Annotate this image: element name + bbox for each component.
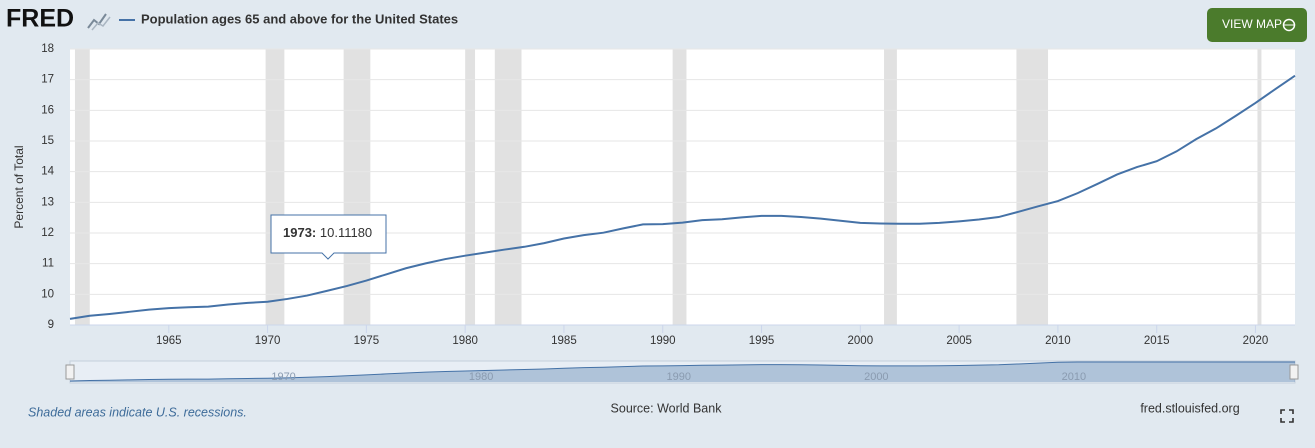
navigator-tick-label: 2000 [864,371,888,383]
y-tick-label: 9 [48,319,54,331]
recession-band [343,49,371,325]
y-tick-label: 10 [41,288,54,300]
logo-icon [87,13,107,29]
x-tick-label: 2010 [1045,335,1071,347]
recession-note: Shaded areas indicate U.S. recessions. [28,405,247,419]
y-tick-label: 12 [41,227,54,239]
recession-band [1257,49,1262,325]
navigator-tick-label: 2010 [1062,371,1086,383]
x-tick-label: 2020 [1243,335,1269,347]
recession-band [494,49,522,325]
x-tick-label: 1985 [551,335,577,347]
y-tick-label: 15 [41,135,54,147]
x-tick-label: 1970 [255,335,281,347]
tooltip-text: 1973: 10.11180 [283,225,372,240]
y-axis-label: Percent of Total [12,145,26,228]
y-tick-label: 14 [41,166,54,178]
y-tick-label: 16 [41,104,54,116]
x-tick-label: 1965 [156,335,182,347]
x-tick-label: 2005 [946,335,972,347]
recession-band [884,49,897,325]
source: Source: World Bank [611,401,723,415]
recession-band [74,49,90,325]
x-tick-label: 1995 [749,335,775,347]
y-tick-label: 18 [41,43,54,55]
view-map-button[interactable] [1207,8,1307,42]
recession-band [465,49,476,325]
series-line [69,74,1296,320]
recession-band [1016,49,1049,325]
tooltip-value: 10.11180 [320,225,372,240]
tooltip: 1973: 10.11180 [270,214,387,260]
y-tick-label: 11 [42,258,54,270]
x-tick-label: 2000 [848,335,874,347]
logo-icon [91,16,111,31]
navigator-handle[interactable] [65,364,75,380]
navigator-tick-label: 1970 [271,371,295,383]
x-tick-label: 1980 [452,335,478,347]
navigator-tick-label: 1990 [666,371,690,383]
site: fred.stlouisfed.org [1140,401,1239,415]
tooltip-date: 1973: [283,225,316,240]
navigator-tick-label: 1980 [469,371,493,383]
legend-label: Population ages 65 and above for the Uni… [141,11,458,26]
recession-band [265,49,285,325]
x-tick-label: 1990 [650,335,676,347]
navigator-handle[interactable] [1289,364,1299,380]
fullscreen-icon[interactable] [1280,409,1294,423]
x-tick-label: 1975 [354,335,380,347]
navigator-line [69,361,1295,382]
navigator-area [70,362,1295,382]
y-tick-label: 17 [41,74,54,86]
y-tick-label: 13 [41,196,54,208]
x-tick-label: 2015 [1144,335,1170,347]
logo: FRED [6,5,74,33]
view-map-label[interactable]: VIEW MAP [1222,17,1282,31]
recession-band [672,49,687,325]
tooltip-box [270,214,387,260]
